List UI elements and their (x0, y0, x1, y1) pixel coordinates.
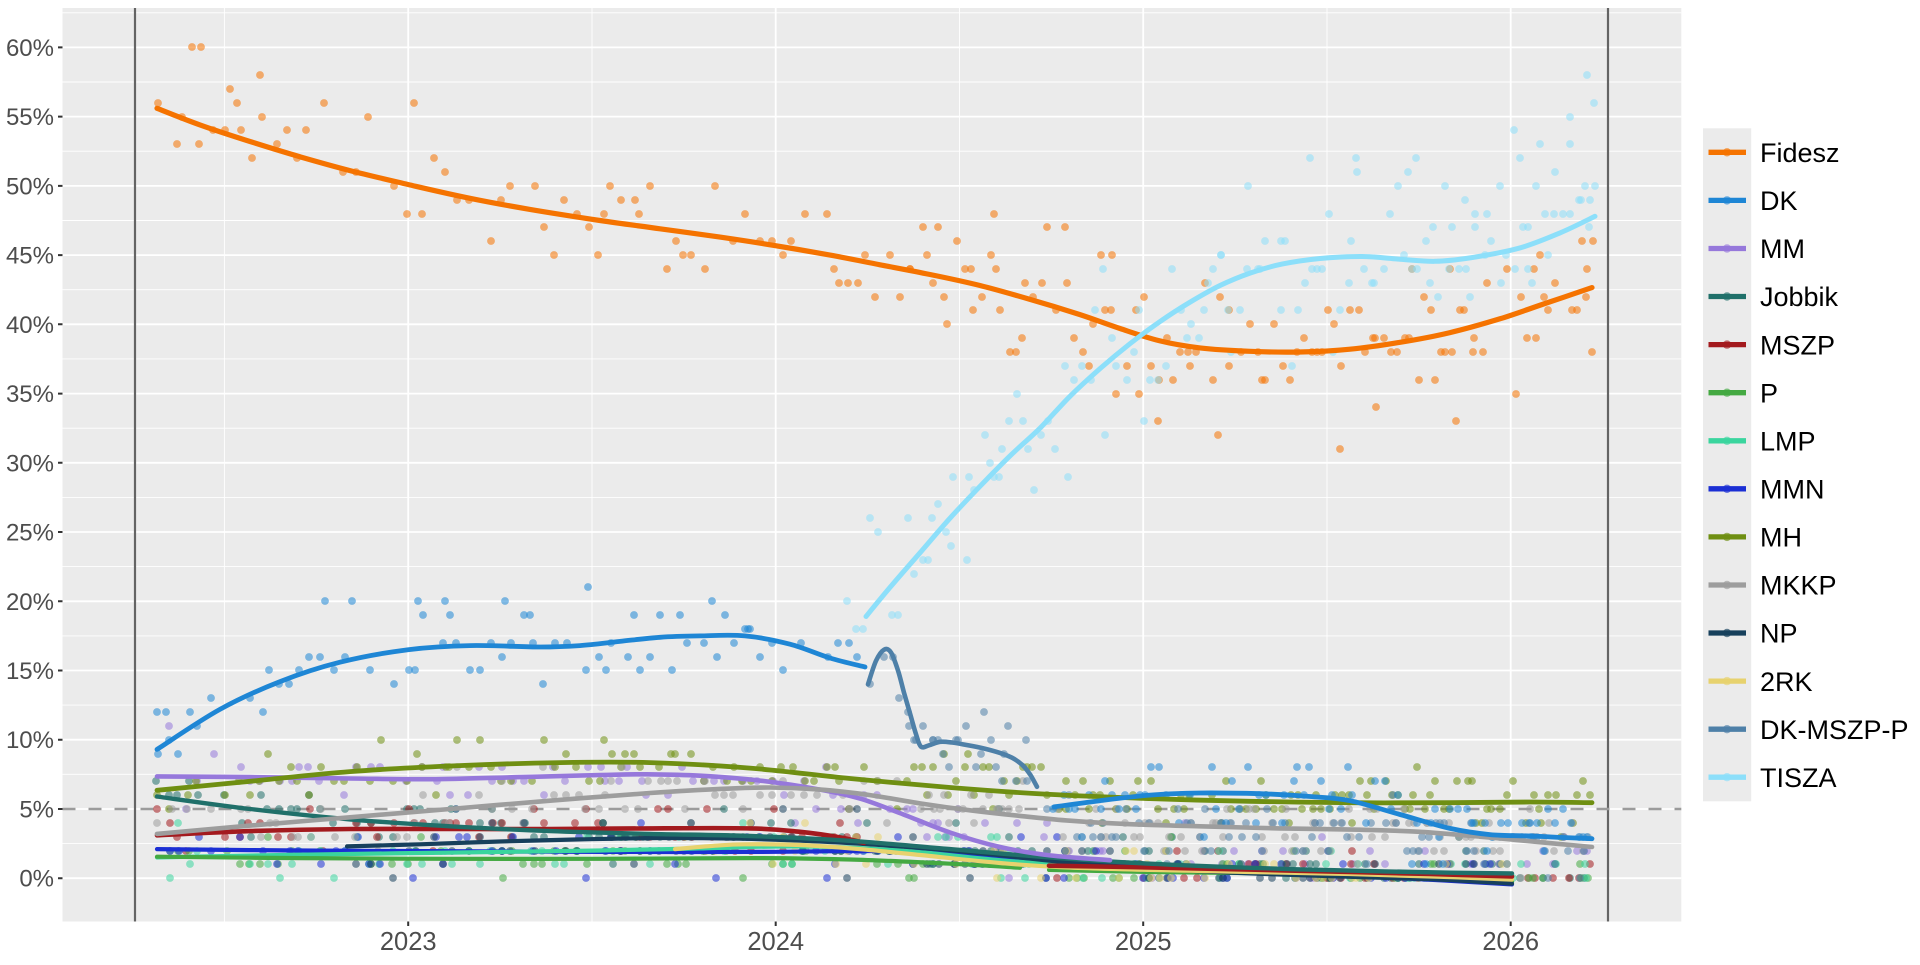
svg-text:MSZP: MSZP (1760, 330, 1835, 360)
svg-text:2025: 2025 (1115, 928, 1172, 956)
svg-text:DK-MSZP-P: DK-MSZP-P (1760, 715, 1909, 745)
svg-text:45%: 45% (6, 243, 54, 270)
svg-text:Jobbik: Jobbik (1760, 282, 1839, 312)
svg-text:2026: 2026 (1482, 928, 1539, 956)
svg-text:60%: 60% (6, 35, 54, 62)
svg-text:5%: 5% (19, 797, 54, 824)
svg-text:25%: 25% (6, 520, 54, 547)
svg-text:MH: MH (1760, 523, 1802, 553)
svg-text:20%: 20% (6, 589, 54, 616)
svg-text:MM: MM (1760, 234, 1805, 264)
svg-text:30%: 30% (6, 450, 54, 477)
svg-text:TISZA: TISZA (1760, 763, 1837, 793)
svg-text:0%: 0% (19, 866, 54, 893)
svg-text:MKKP: MKKP (1760, 571, 1837, 601)
svg-text:DK: DK (1760, 186, 1798, 216)
svg-text:35%: 35% (6, 381, 54, 408)
svg-text:2024: 2024 (747, 928, 804, 956)
svg-text:15%: 15% (6, 658, 54, 685)
svg-text:2023: 2023 (380, 928, 437, 956)
svg-text:P: P (1760, 378, 1778, 408)
svg-text:NP: NP (1760, 619, 1798, 649)
svg-text:40%: 40% (6, 312, 54, 339)
svg-text:10%: 10% (6, 727, 54, 754)
svg-text:50%: 50% (6, 173, 54, 200)
svg-text:2RK: 2RK (1760, 667, 1813, 697)
svg-text:LMP: LMP (1760, 427, 1816, 457)
svg-text:MMN: MMN (1760, 475, 1824, 505)
svg-text:55%: 55% (6, 104, 54, 131)
svg-text:Fidesz: Fidesz (1760, 138, 1840, 168)
